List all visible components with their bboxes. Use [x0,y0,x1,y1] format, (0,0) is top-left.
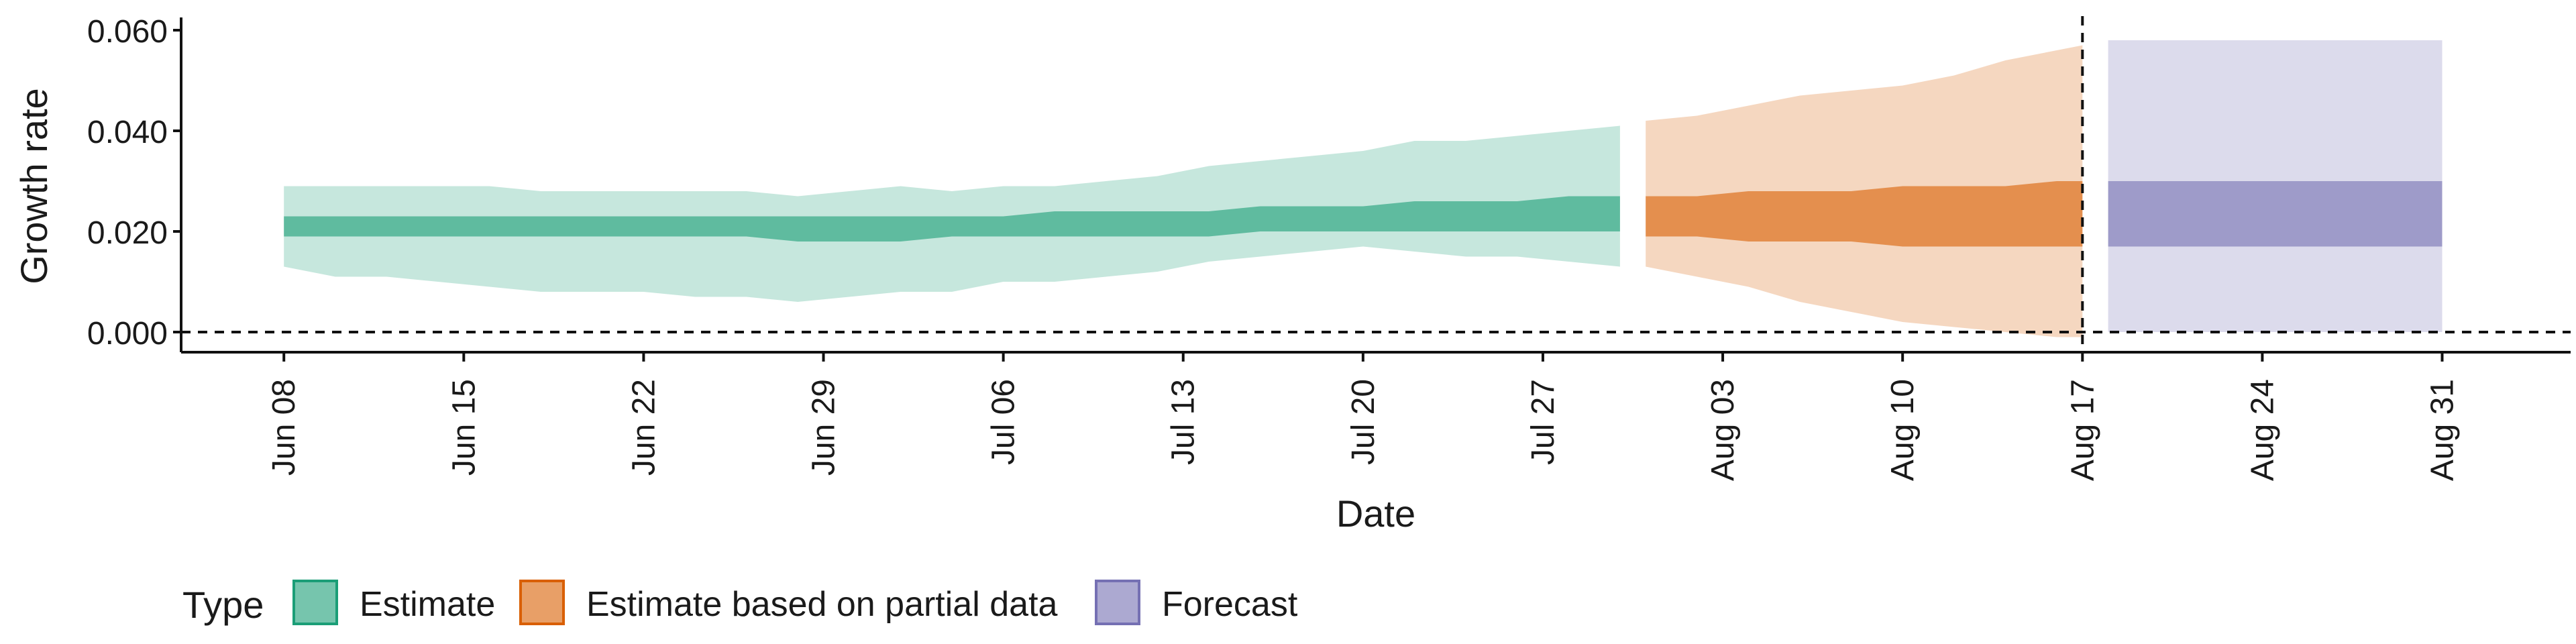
estimate-inner-band [284,196,1620,241]
x-tick-label: Aug 17 [2065,379,2100,481]
y-tick-label: 0.060 [87,14,168,50]
y-tick-label: 0.020 [87,215,168,251]
legend-swatch [519,580,565,625]
legend-label: Estimate [360,585,495,624]
y-tick-label: 0.000 [87,316,168,352]
x-axis-title: Date [1336,492,1415,535]
reference-lines [181,16,2571,352]
x-tick-label: Jul 13 [1166,379,1201,465]
x-tick-label: Jul 06 [986,379,1022,465]
x-tick-label: Jun 08 [266,379,302,476]
estimate-outer-band [284,125,1620,302]
legend-label: Estimate based on partial data [586,585,1058,624]
x-tick-label: Aug 24 [2245,379,2280,481]
axes-layer: 0.000 0.020 0.040 0.060 Jun 08 Jun 15 Jun 22 Ju… [87,14,2571,481]
x-tick-label: Aug 10 [1885,379,1921,481]
estimate-based-on-partial-data-inner-band [1646,181,2083,247]
ribbon-layer [284,40,2443,337]
legend-swatch [292,580,338,625]
x-tick-label: Jun 29 [806,379,842,476]
forecast-inner-band [2108,181,2443,247]
x-tick-label: Jun 22 [626,379,661,476]
x-tick-label: Jul 27 [1525,379,1561,465]
x-tick-label: Jun 15 [446,379,482,476]
y-axis-title: Growth rate [13,88,55,284]
legend-title: Type [182,584,264,626]
x-tick-label: Aug 31 [2424,379,2460,481]
legend-label: Forecast [1162,585,1298,624]
legend-swatch [1095,580,1140,625]
x-tick-label: Aug 03 [1705,379,1741,481]
x-tick-label: Jul 20 [1346,379,1381,465]
legend: Type Estimate Estimate based on partial d… [182,580,1298,626]
y-tick-label: 0.040 [87,115,168,150]
